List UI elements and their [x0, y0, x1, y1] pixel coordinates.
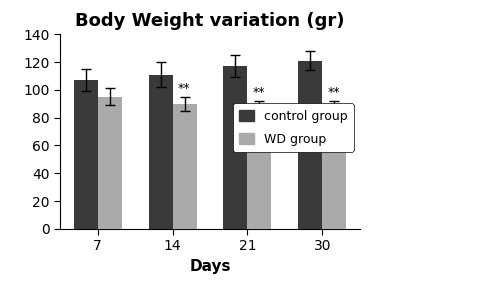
Text: **: **	[178, 82, 190, 95]
Bar	[298, 61, 322, 229]
Legend: control group, WD group: control group, WD group	[232, 104, 354, 152]
Bar	[172, 104, 197, 229]
Text: **: **	[252, 86, 265, 99]
Bar	[98, 97, 122, 229]
Bar	[74, 80, 98, 229]
Text: **: **	[328, 86, 340, 99]
Title: Body Weight variation (gr): Body Weight variation (gr)	[75, 12, 345, 30]
Bar	[248, 108, 272, 229]
Bar	[224, 66, 248, 229]
Bar	[322, 108, 346, 229]
X-axis label: Days: Days	[189, 259, 231, 274]
Bar	[148, 75, 172, 229]
